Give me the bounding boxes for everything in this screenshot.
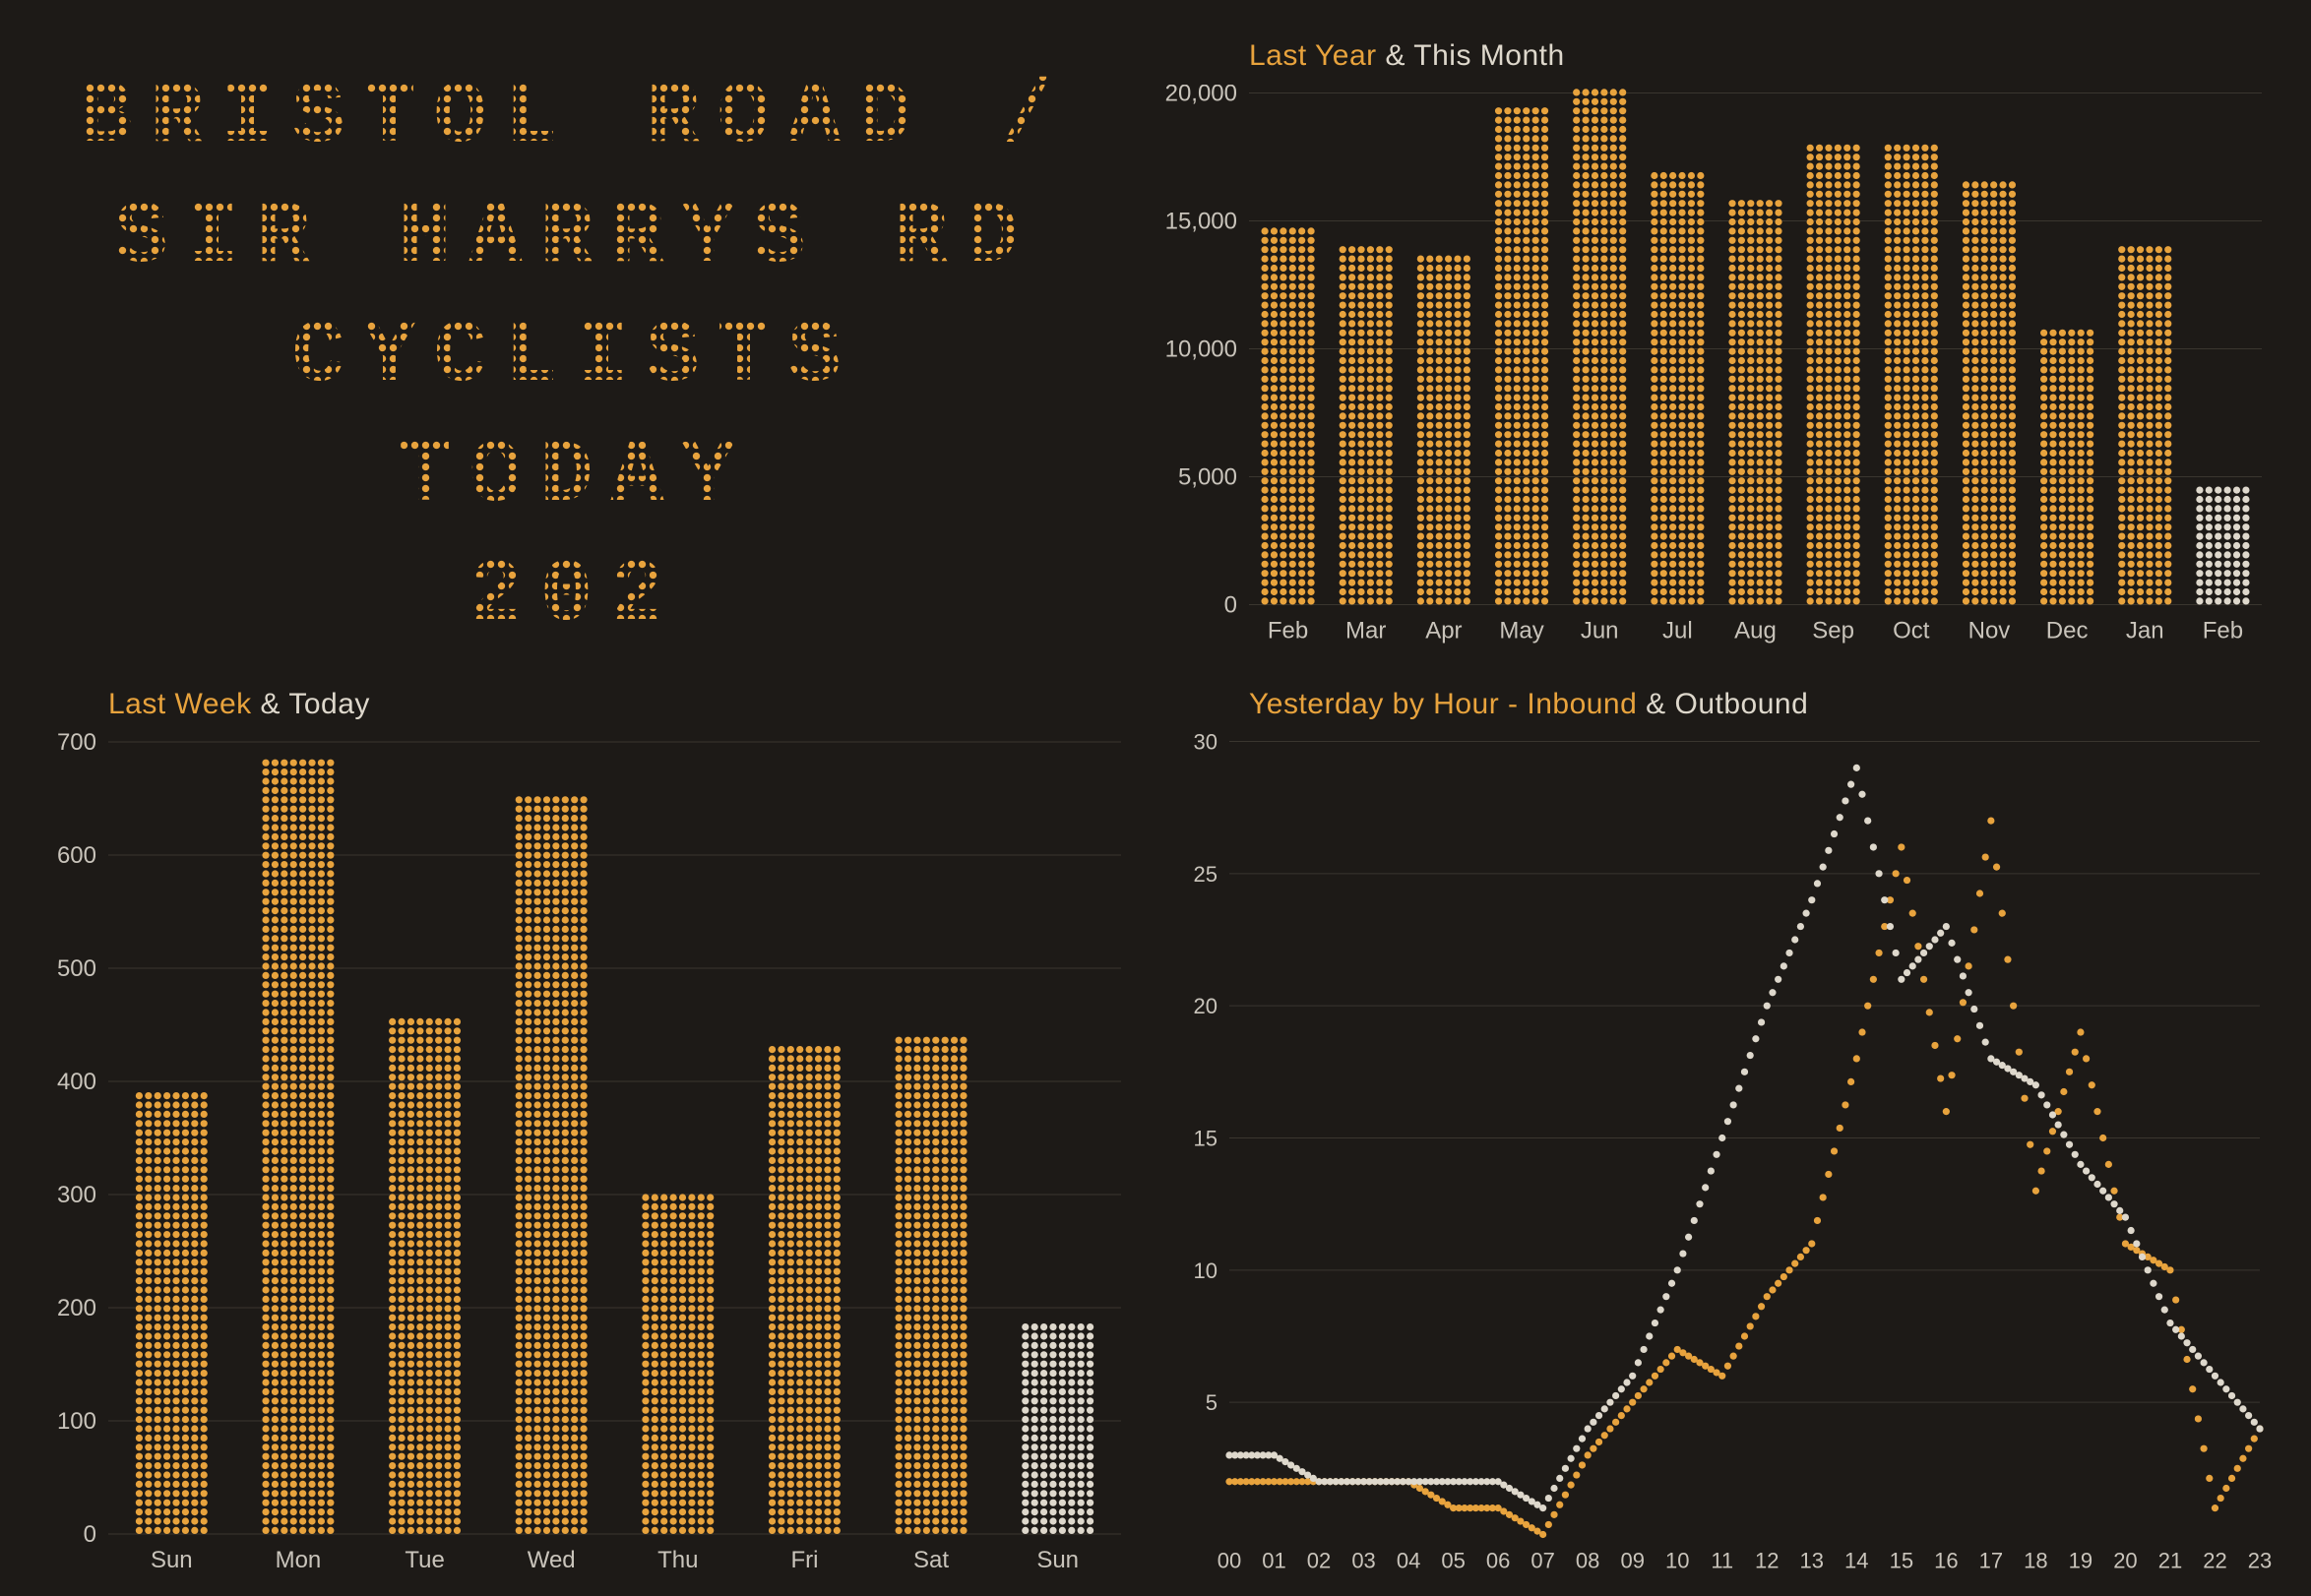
bar	[1651, 172, 1704, 605]
hour-chart-title-1: Yesterday by Hour - Inbound	[1249, 688, 1637, 720]
svg-text:Jun: Jun	[1581, 618, 1619, 645]
svg-text:May: May	[1499, 618, 1543, 645]
bar	[1807, 145, 1860, 605]
svg-text:Feb: Feb	[2203, 618, 2243, 645]
svg-text:Tue: Tue	[405, 1547, 444, 1573]
bar	[1963, 181, 2016, 604]
week-chart-panel: Last Week & Today 0 100 200 300 400 500 600 700…	[10, 678, 1141, 1588]
bar	[1728, 200, 1781, 604]
week-chart-title: Last Week & Today	[108, 688, 1131, 721]
bar	[389, 1018, 461, 1534]
bar	[1022, 1323, 1093, 1534]
week-chart-title-1: Last Week	[108, 688, 252, 720]
svg-text:Apr: Apr	[1425, 618, 1462, 645]
bar	[1340, 246, 1393, 604]
bar	[2118, 246, 2171, 604]
svg-text:Jul: Jul	[1662, 618, 1693, 645]
week-chart: 0100200300400500600700SunMonTueWedThuFri…	[20, 733, 1131, 1584]
svg-text:0: 0	[1224, 592, 1237, 619]
bar	[1885, 145, 1938, 605]
bar	[516, 796, 588, 1534]
year-chart-title-1: Last Year	[1249, 39, 1377, 72]
svg-text:0: 0	[84, 1521, 96, 1548]
svg-text:100: 100	[57, 1408, 96, 1435]
bar	[2040, 330, 2093, 605]
hour-chart-title: Yesterday by Hour - Inbound & Outbound	[1249, 688, 2272, 721]
svg-text:Oct: Oct	[1893, 618, 1930, 645]
svg-text:200: 200	[57, 1295, 96, 1321]
svg-text:Jan: Jan	[2126, 618, 2164, 645]
bar	[1261, 227, 1314, 604]
svg-text:300: 300	[57, 1182, 96, 1208]
bar	[769, 1046, 841, 1534]
marquee-panel: BRISTOL ROAD / SIR HARRYS RD CYCLISTS TO…	[10, 30, 1141, 658]
year-chart-panel: Last Year & This Month 0 5,000 10,000 15,00…	[1151, 30, 2281, 658]
bar	[1495, 107, 1548, 604]
svg-text:500: 500	[57, 955, 96, 982]
bar	[136, 1092, 208, 1534]
svg-text:700: 700	[57, 733, 96, 756]
svg-text:Sep: Sep	[1812, 618, 1854, 645]
svg-text:Feb: Feb	[1268, 618, 1308, 645]
bar	[2196, 487, 2249, 605]
svg-text:400: 400	[57, 1069, 96, 1095]
svg-text:Nov: Nov	[1968, 618, 2011, 645]
svg-text:Dec: Dec	[2046, 618, 2089, 645]
year-chart: 0 5,000 10,000 15,000 20,000 Feb Mar Apr May Jun J…	[1160, 85, 2272, 654]
year-chart-title-2: & This Month	[1377, 39, 1565, 72]
bar	[642, 1194, 714, 1534]
bar	[896, 1037, 968, 1534]
bar	[262, 760, 334, 1534]
bar	[1417, 256, 1470, 605]
svg-text:Aug: Aug	[1734, 618, 1777, 645]
bar	[1573, 89, 1626, 604]
svg-text:15,000: 15,000	[1165, 209, 1237, 235]
svg-text:5,000: 5,000	[1178, 464, 1237, 491]
svg-text:Mon: Mon	[276, 1547, 322, 1573]
hour-chart-panel: Yesterday by Hour - Inbound & Outbound 5…	[1151, 678, 2281, 1588]
svg-text:10,000: 10,000	[1165, 337, 1237, 363]
hour-chart: 5101520253000010203040506070809101112131…	[1160, 733, 2272, 1584]
hour-chart-title-2: & Outbound	[1637, 688, 1808, 720]
week-chart-title-2: & Today	[252, 688, 370, 720]
svg-text:Mar: Mar	[1345, 618, 1386, 645]
svg-text:Sun: Sun	[151, 1547, 193, 1573]
svg-text:600: 600	[57, 842, 96, 869]
year-chart-title: Last Year & This Month	[1249, 39, 2272, 73]
series-inbound	[1225, 818, 2263, 1539]
marquee-text: BRISTOL ROAD / SIR HARRYS RD CYCLISTS TO…	[20, 39, 1131, 657]
svg-text:20,000: 20,000	[1165, 85, 1237, 107]
